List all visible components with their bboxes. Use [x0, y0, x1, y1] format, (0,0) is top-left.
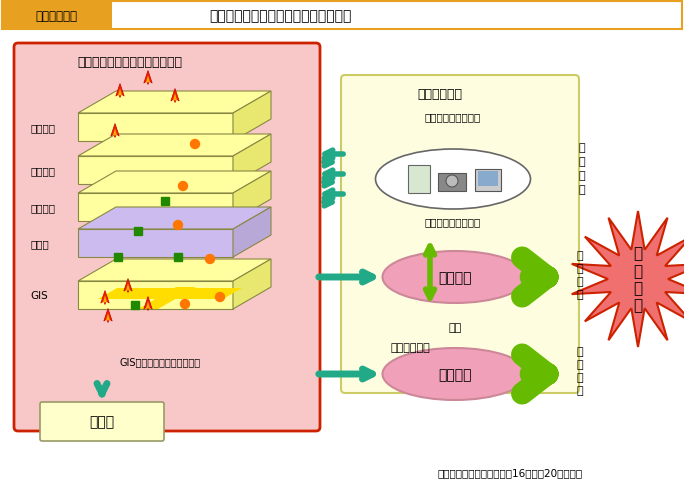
Polygon shape	[146, 302, 150, 309]
Text: 意思決定: 意思決定	[438, 367, 472, 381]
Text: 動: 動	[577, 385, 583, 395]
Polygon shape	[171, 89, 179, 103]
Text: 地形図: 地形図	[30, 239, 49, 248]
Ellipse shape	[382, 348, 527, 400]
Text: 防: 防	[577, 346, 583, 356]
Bar	[2, 2, 112, 30]
Polygon shape	[118, 89, 122, 96]
Circle shape	[174, 221, 183, 230]
Polygon shape	[233, 207, 271, 258]
Polygon shape	[78, 229, 233, 258]
Polygon shape	[78, 135, 271, 157]
Polygon shape	[111, 124, 119, 138]
Circle shape	[191, 140, 200, 149]
Text: 防災情報共有プラットフォームの構築: 防災情報共有プラットフォームの構築	[209, 9, 351, 23]
Text: 情: 情	[579, 142, 586, 153]
Polygon shape	[144, 71, 153, 85]
Polygon shape	[78, 282, 233, 309]
Polygon shape	[103, 296, 107, 303]
Bar	[134, 227, 142, 236]
Text: 調整: 調整	[449, 323, 462, 332]
Text: 拠点位置: 拠点位置	[30, 203, 55, 213]
Polygon shape	[173, 94, 177, 101]
Text: 意思決定: 意思決定	[438, 270, 472, 285]
Text: 部隊配置: 部隊配置	[30, 165, 55, 176]
Polygon shape	[78, 114, 233, 142]
FancyBboxPatch shape	[14, 44, 320, 431]
Bar	[161, 198, 169, 205]
Bar	[131, 302, 139, 309]
Polygon shape	[233, 172, 271, 222]
Polygon shape	[78, 157, 233, 184]
Text: 活: 活	[577, 372, 583, 382]
Circle shape	[205, 255, 215, 264]
Bar	[2, 2, 682, 30]
Text: 被害情報・活動情報: 被害情報・活動情報	[425, 217, 481, 226]
Circle shape	[181, 300, 189, 309]
Circle shape	[446, 176, 458, 187]
Text: 報: 報	[579, 157, 586, 167]
Bar	[174, 253, 182, 262]
FancyBboxPatch shape	[341, 76, 579, 393]
Polygon shape	[78, 172, 271, 194]
Bar	[114, 253, 122, 262]
FancyBboxPatch shape	[40, 402, 164, 441]
Text: 出典：中央防災会議（平成16年４月20日）資料: 出典：中央防災会議（平成16年４月20日）資料	[438, 467, 583, 477]
Polygon shape	[98, 288, 242, 299]
Circle shape	[215, 293, 224, 302]
Polygon shape	[233, 92, 271, 142]
Polygon shape	[233, 260, 271, 309]
Polygon shape	[572, 212, 684, 347]
Text: 防災情報共有プラットフォーム: 防災情報共有プラットフォーム	[77, 55, 183, 68]
Text: 収: 収	[579, 171, 586, 181]
Text: GIS: GIS	[30, 290, 48, 301]
Text: 災: 災	[577, 359, 583, 369]
Polygon shape	[104, 309, 112, 323]
Text: 防災関係機関: 防災関係機関	[417, 87, 462, 101]
Bar	[475, 170, 501, 192]
Text: 官　邸: 官 邸	[90, 414, 114, 428]
Polygon shape	[113, 129, 117, 136]
Text: 集: 集	[579, 184, 586, 195]
Text: 現地対策本部: 現地対策本部	[390, 342, 430, 352]
Polygon shape	[116, 84, 124, 98]
Polygon shape	[78, 260, 271, 282]
Polygon shape	[138, 287, 196, 309]
Text: 災: 災	[577, 264, 583, 273]
Bar	[478, 172, 498, 186]
Polygon shape	[78, 207, 271, 229]
Text: 防: 防	[577, 250, 583, 261]
Polygon shape	[101, 291, 109, 305]
Polygon shape	[78, 194, 233, 222]
Ellipse shape	[382, 251, 527, 304]
Polygon shape	[126, 284, 130, 291]
Polygon shape	[146, 76, 150, 83]
Text: 図２－１－２: 図２－１－２	[35, 9, 77, 22]
Bar	[408, 165, 430, 194]
Text: 動: 動	[577, 289, 583, 299]
Text: 災
害
現
場: 災 害 現 場	[633, 246, 642, 313]
Polygon shape	[124, 279, 132, 293]
Text: 発災位置: 発災位置	[30, 123, 55, 133]
Text: GISにより総合化された情報: GISにより総合化された情報	[120, 356, 200, 366]
Text: 活: 活	[577, 276, 583, 286]
Polygon shape	[144, 297, 153, 311]
Text: 文書・画像・データ: 文書・画像・データ	[425, 112, 481, 122]
Polygon shape	[106, 314, 110, 321]
Ellipse shape	[376, 150, 531, 209]
Bar	[438, 174, 466, 192]
Polygon shape	[233, 135, 271, 184]
Polygon shape	[78, 92, 271, 114]
Circle shape	[179, 182, 187, 191]
